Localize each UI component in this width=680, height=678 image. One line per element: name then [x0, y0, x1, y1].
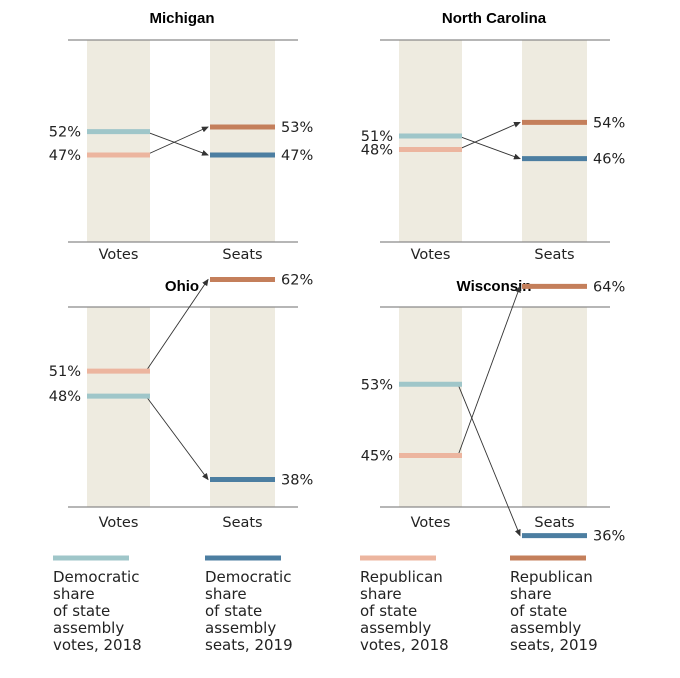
democratic-votes-label: 51% [361, 129, 393, 145]
legend-text-line: share [510, 585, 552, 603]
republican-seats-label: 54% [593, 115, 625, 131]
republican-arrow [457, 285, 521, 456]
panel-title: Wisconsin [457, 278, 532, 295]
republican-arrow [457, 121, 521, 150]
democratic-votes-label: 48% [49, 389, 81, 405]
legend-text-line: of state [360, 602, 417, 620]
republican-votes-label: 45% [361, 449, 393, 465]
legend-text-line: votes, 2018 [53, 636, 142, 654]
legend-text-line: share [360, 585, 402, 603]
legend-text-line: of state [510, 602, 567, 620]
democratic-votes-label: 52% [49, 125, 81, 141]
democratic-arrow [457, 384, 521, 537]
republican-seats-label: 64% [593, 279, 625, 295]
democratic-seats-label: 36% [593, 529, 625, 545]
votes-column [399, 307, 462, 507]
panel-michigan: Michigan Votes Seats 52% 47% 47% 53% [49, 10, 313, 263]
x-label-votes: Votes [411, 515, 451, 531]
republican-votes-label: 47% [49, 148, 81, 164]
republican-seats-label: 53% [281, 120, 313, 136]
legend-text-line: seats, 2019 [510, 636, 598, 654]
votes-column [87, 40, 150, 242]
legend-text-line: Democratic [53, 568, 139, 586]
seats-column [210, 40, 275, 242]
democratic-seats-label: 38% [281, 472, 313, 488]
republican-votes-label: 48% [361, 143, 393, 159]
x-label-seats: Seats [534, 515, 574, 531]
seats-column [522, 40, 587, 242]
panel-north-carolina: North Carolina Votes Seats 51% 46% 48% 54% [361, 10, 625, 263]
democratic-seats-label: 46% [593, 152, 625, 168]
votes-column [87, 307, 150, 507]
democratic-seats-label: 47% [281, 148, 313, 164]
x-label-votes: Votes [99, 247, 139, 263]
legend-text-line: assembly [510, 619, 581, 637]
republican-seats-label: 62% [281, 273, 313, 289]
panel-ohio: Ohio Votes Seats 48% 38% 51% 62% [49, 273, 313, 531]
votes-column [399, 40, 462, 242]
seats-column [522, 307, 587, 507]
republican-arrow [145, 278, 209, 372]
democratic-arrow [145, 395, 209, 481]
democratic-arrow [145, 131, 209, 156]
legend-text-line: Republican [510, 568, 593, 586]
legend-text-line: Republican [360, 568, 443, 586]
x-label-seats: Seats [222, 515, 262, 531]
x-label-votes: Votes [411, 247, 451, 263]
legend-text-line: of state [205, 602, 262, 620]
democratic-votes-label: 53% [361, 377, 393, 393]
panel-title: Ohio [165, 278, 199, 295]
legend-text-line: share [205, 585, 247, 603]
x-label-votes: Votes [99, 515, 139, 531]
panel-title: North Carolina [442, 10, 547, 27]
legend-text-line: assembly [205, 619, 276, 637]
x-label-seats: Seats [534, 247, 574, 263]
republican-arrow [145, 126, 209, 156]
republican-votes-label: 51% [49, 364, 81, 380]
legend-text-line: seats, 2019 [205, 636, 293, 654]
legend-text-line: assembly [360, 619, 431, 637]
panel-title: Michigan [149, 10, 214, 27]
legend-text-line: share [53, 585, 95, 603]
panel-wisconsin: Wisconsin Votes Seats 53% 36% 45% 64% [361, 278, 625, 545]
legend-text-line: Democratic [205, 568, 291, 586]
legend-text-line: votes, 2018 [360, 636, 449, 654]
legend-text-line: of state [53, 602, 110, 620]
legend-text-line: assembly [53, 619, 124, 637]
democratic-arrow [457, 135, 521, 160]
seats-column [210, 307, 275, 507]
x-label-seats: Seats [222, 247, 262, 263]
